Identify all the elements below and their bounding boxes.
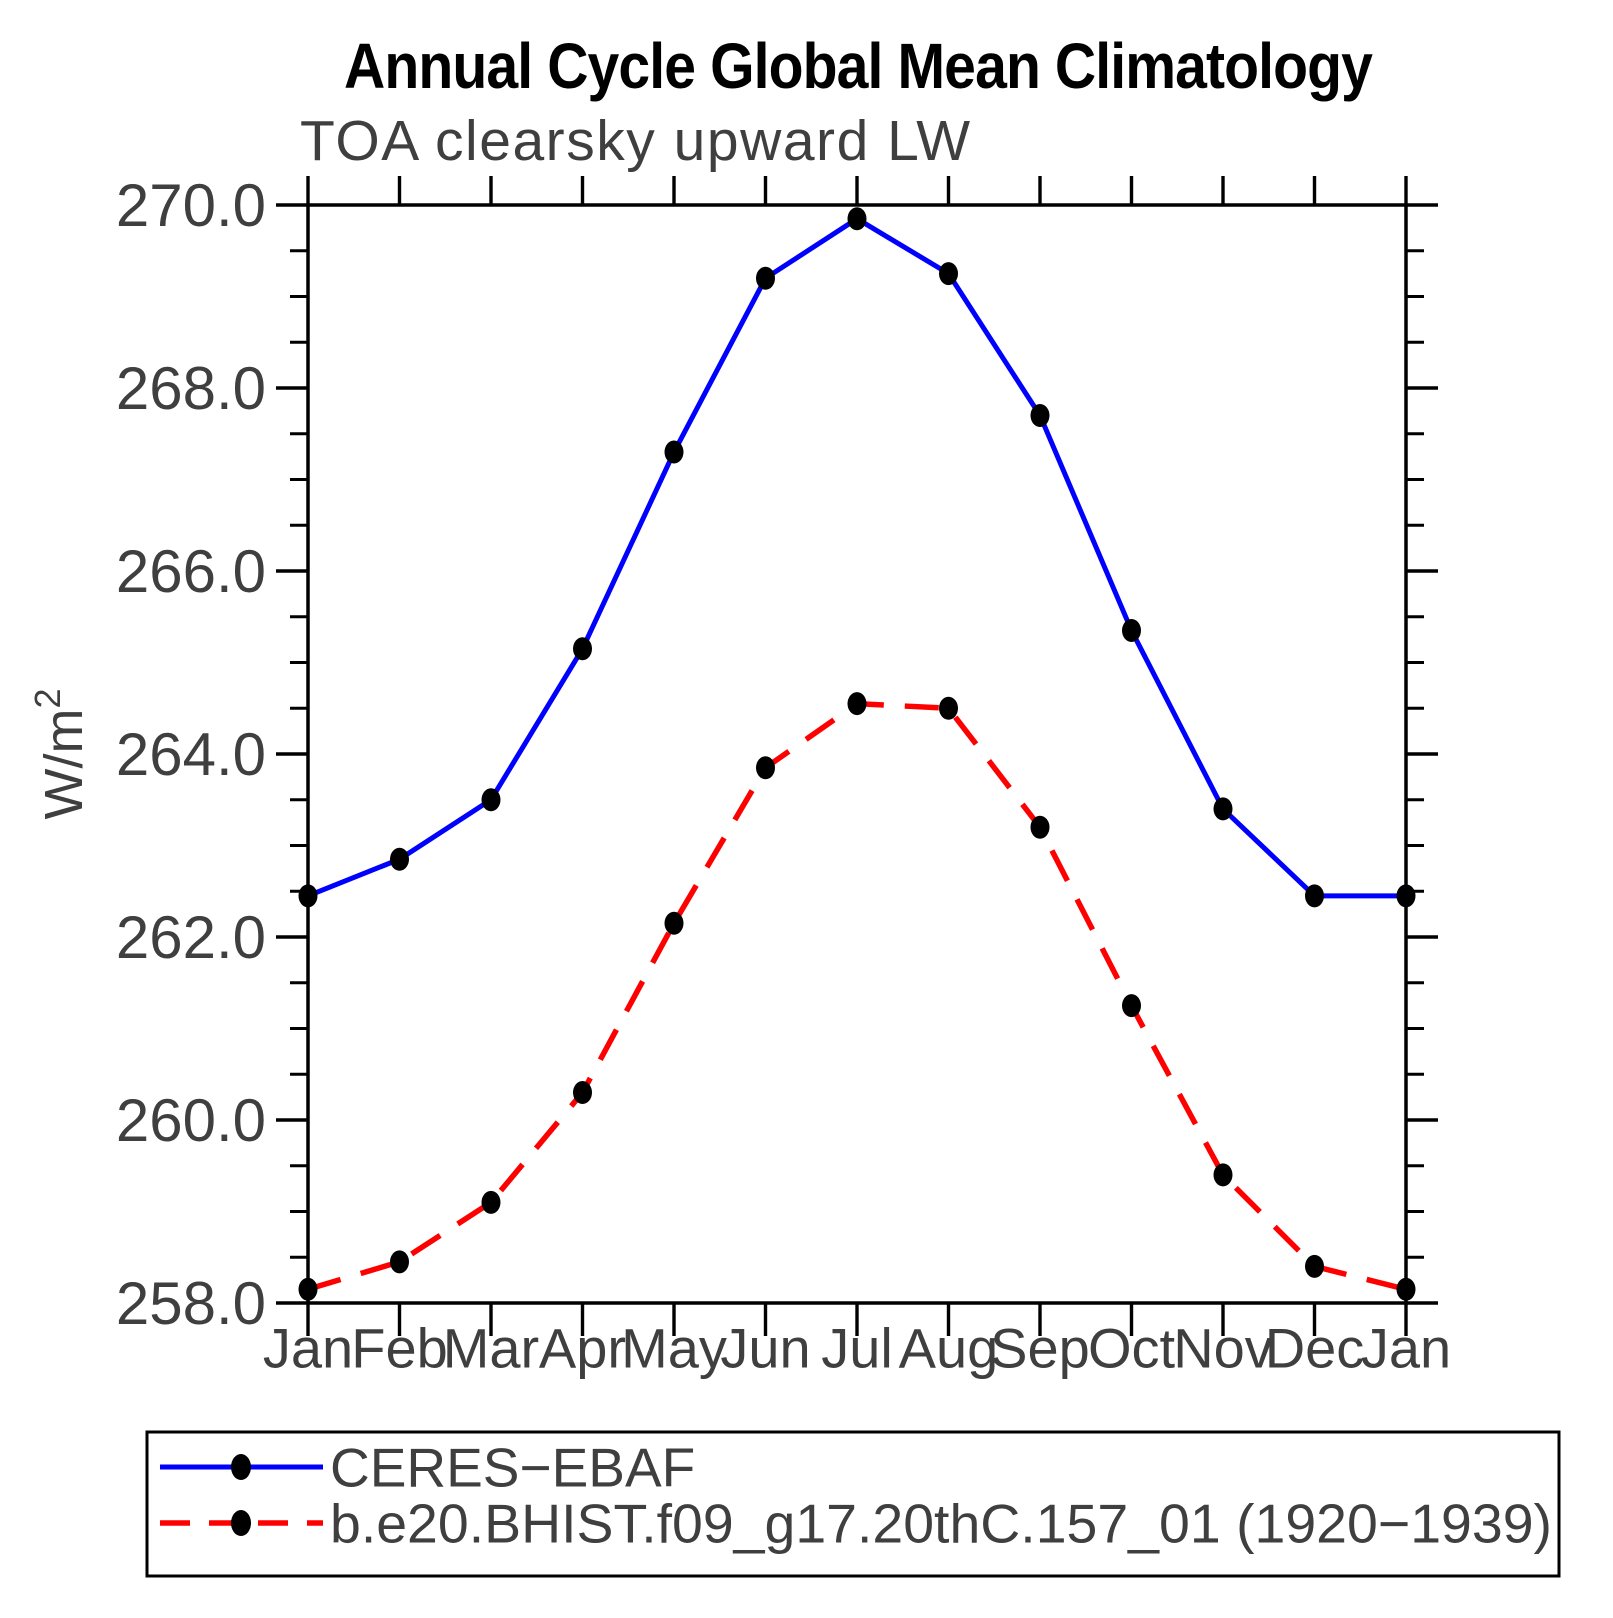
data-point — [664, 911, 684, 935]
data-point — [481, 1190, 501, 1214]
month-label: Mar — [443, 1317, 539, 1380]
data-point — [756, 756, 775, 780]
month-label: Nov — [1173, 1317, 1273, 1380]
data-point — [481, 788, 501, 812]
data-point — [298, 1277, 318, 1301]
month-label: May — [621, 1317, 727, 1380]
month-label: Jul — [821, 1317, 893, 1380]
chart-title: Annual Cycle Global Mean Climatology — [344, 30, 1373, 102]
data-point — [664, 440, 684, 464]
legend-label: CERES−EBAF — [330, 1436, 695, 1498]
month-label: Aug — [899, 1317, 999, 1380]
legend-label: b.e20.BHIST.f09_g17.20thC.157_01 (1920−1… — [330, 1492, 1552, 1554]
data-point — [847, 692, 867, 716]
month-label: Jan — [263, 1317, 353, 1380]
data-point — [1305, 1254, 1324, 1278]
month-label: Jun — [720, 1317, 810, 1380]
data-point — [390, 1250, 409, 1274]
data-point — [939, 696, 958, 720]
data-point — [1122, 994, 1141, 1018]
data-point — [390, 847, 409, 871]
data-point — [1030, 815, 1050, 839]
data-point — [298, 884, 318, 908]
y-tick-label: 262.0 — [116, 904, 266, 971]
data-point — [939, 262, 958, 286]
series-line-model — [307, 700, 1407, 1292]
y-tick-label: 264.0 — [116, 721, 266, 788]
data-point — [1213, 1163, 1233, 1187]
month-label: Feb — [351, 1317, 448, 1380]
legend-frame — [145, 1430, 1561, 1578]
data-point — [1305, 884, 1324, 908]
data-point — [1030, 403, 1050, 427]
legend-box: CERES−EBAFb.e20.BHIST.f09_g17.20thC.157_… — [145, 1430, 1561, 1578]
data-point — [1396, 1277, 1416, 1301]
month-label: Sep — [990, 1317, 1090, 1380]
chart-subtitle: TOA clearsky upward LW — [300, 109, 972, 173]
legend-marker — [231, 1454, 251, 1480]
data-point — [756, 266, 775, 290]
y-tick-label: 268.0 — [116, 355, 266, 422]
y-tick-label: 260.0 — [116, 1087, 266, 1154]
plot-frame — [306, 203, 1408, 1305]
data-point — [1213, 797, 1233, 821]
data-point — [573, 637, 592, 661]
data-point — [1122, 618, 1141, 642]
legend-marker — [231, 1510, 251, 1536]
series-line-ceres — [307, 215, 1406, 899]
month-label: Apr — [539, 1317, 626, 1380]
month-label: Oct — [1088, 1317, 1176, 1380]
month-label: Jan — [1361, 1317, 1451, 1380]
data-point — [1396, 884, 1416, 908]
y-tick-label: 270.0 — [116, 172, 266, 239]
data-point — [847, 207, 867, 231]
data-point — [573, 1081, 592, 1105]
month-label: Dec — [1265, 1317, 1365, 1380]
y-axis-label: W/m2 — [27, 689, 94, 820]
y-tick-label: 266.0 — [116, 538, 266, 605]
y-tick-label: 258.0 — [116, 1270, 266, 1337]
